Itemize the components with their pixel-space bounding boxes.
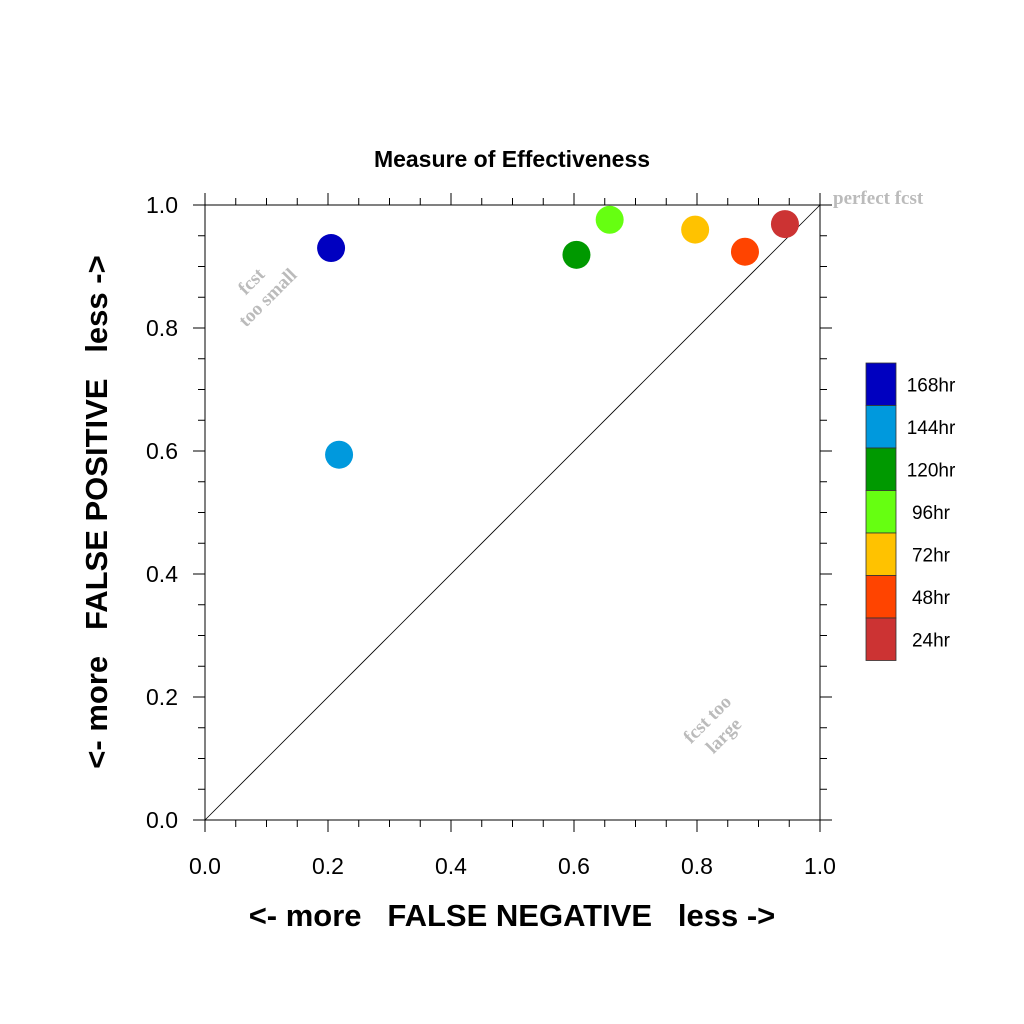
y-tick-label: 0.4	[146, 561, 178, 587]
x-tick-label: 0.8	[681, 853, 713, 879]
x-tick-label: 0.0	[189, 853, 221, 879]
legend-label: 96hr	[912, 503, 951, 524]
legend-swatch-144hr	[865, 405, 897, 449]
data-point-168hr	[317, 234, 346, 263]
legend-swatch-48hr	[865, 575, 897, 619]
data-point-120hr	[562, 240, 591, 269]
chart-title: Measure of Effectiveness	[374, 146, 650, 172]
data-point-24hr	[770, 210, 799, 239]
data-point-48hr	[730, 237, 759, 266]
legend-swatch-24hr	[865, 617, 897, 661]
axis-tick-labels: 0.0 0.2 0.4 0.6 0.8 1.0 0.0 0.2 0.4 0.6 0.8 1.0	[146, 192, 836, 879]
legend-label: 48hr	[912, 588, 951, 609]
y-tick-label: 1.0	[146, 192, 178, 218]
y-tick-label: 0.0	[146, 807, 178, 833]
y-axis-label: <- more FALSE POSITIVE less ->	[79, 255, 114, 768]
legend-swatch-168hr	[865, 362, 897, 406]
data-point-72hr	[681, 215, 710, 244]
legend-label: 72hr	[912, 545, 951, 566]
legend-swatch-72hr	[865, 532, 897, 576]
perfect-forecast-diagonal	[204, 204, 821, 821]
axis-ticks	[193, 193, 832, 832]
x-tick-label: 0.4	[435, 853, 467, 879]
legend-label: 168hr	[907, 375, 956, 396]
legend: 168hr 144hr 120hr 96hr 72hr 48hr 24hr	[865, 362, 956, 661]
legend-label: 24hr	[912, 630, 951, 651]
legend-label: 120hr	[907, 460, 956, 481]
y-tick-label: 0.6	[146, 438, 178, 464]
y-tick-label: 0.2	[146, 684, 178, 710]
legend-swatch-96hr	[865, 490, 897, 534]
scatter-points	[317, 205, 799, 469]
annotation-perfect-fcst: perfect fcst	[833, 188, 924, 209]
x-tick-label: 1.0	[804, 853, 836, 879]
annotation-fcst-too-small: fcst too small	[234, 264, 301, 332]
x-tick-label: 0.6	[558, 853, 590, 879]
x-tick-label: 0.2	[312, 853, 344, 879]
legend-swatch-120hr	[865, 447, 897, 491]
annotation-fcst-too-large: fcst too large	[680, 692, 746, 758]
y-tick-label: 0.8	[146, 315, 178, 341]
data-point-144hr	[325, 440, 354, 469]
data-point-96hr	[595, 205, 624, 234]
x-axis-label: <- more FALSE NEGATIVE less ->	[249, 898, 776, 933]
legend-label: 144hr	[907, 418, 956, 439]
